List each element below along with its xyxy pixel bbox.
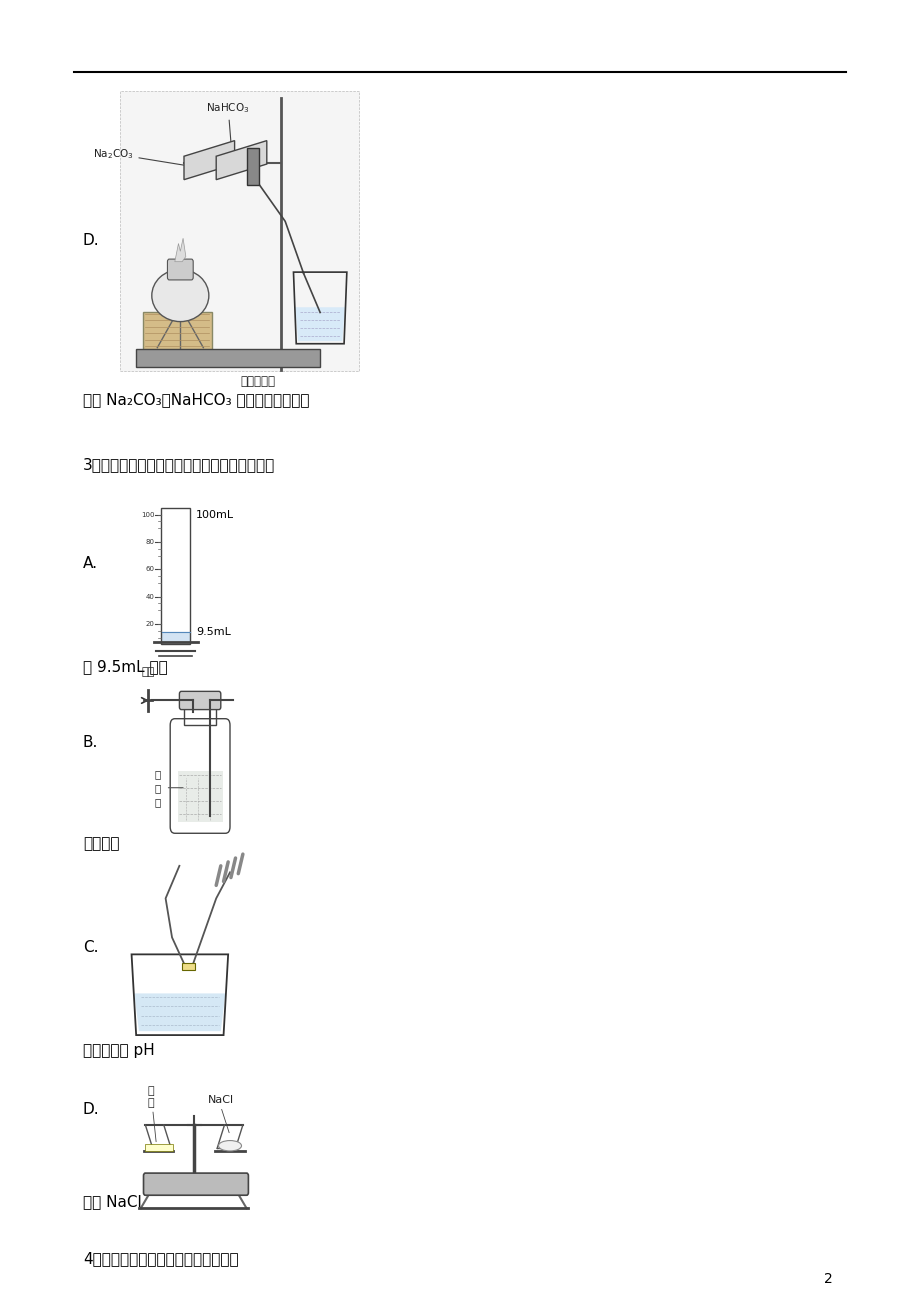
FancyBboxPatch shape <box>182 963 195 970</box>
Text: 100mL: 100mL <box>196 509 233 519</box>
Polygon shape <box>216 141 267 180</box>
Ellipse shape <box>152 270 209 322</box>
FancyBboxPatch shape <box>142 312 211 352</box>
FancyBboxPatch shape <box>246 148 259 185</box>
Text: 片: 片 <box>147 1098 154 1108</box>
Text: 2: 2 <box>823 1272 832 1285</box>
FancyBboxPatch shape <box>119 91 358 371</box>
Text: 干燥氧气: 干燥氧气 <box>83 836 119 852</box>
Polygon shape <box>295 307 345 341</box>
Ellipse shape <box>219 1141 242 1151</box>
Text: 100: 100 <box>141 512 154 518</box>
Text: NaHCO$_3$: NaHCO$_3$ <box>206 100 250 151</box>
Text: 3．下列图示的实验操作中，正确的是（　　）: 3．下列图示的实验操作中，正确的是（ ） <box>83 457 275 473</box>
Text: 进气: 进气 <box>142 667 154 677</box>
Text: 9.5mL: 9.5mL <box>196 626 231 637</box>
Polygon shape <box>184 141 234 180</box>
Text: 4．下列说法中，不正确的是（　　）: 4．下列说法中，不正确的是（ ） <box>83 1251 238 1267</box>
Text: 60: 60 <box>145 566 154 573</box>
Text: C.: C. <box>83 940 98 956</box>
Text: 量 9.5mL 液体: 量 9.5mL 液体 <box>83 659 167 674</box>
Text: 澄清石灰水: 澄清石灰水 <box>240 375 275 388</box>
Polygon shape <box>175 238 186 262</box>
Text: 20: 20 <box>145 621 154 628</box>
Text: 纸: 纸 <box>147 1086 154 1096</box>
FancyBboxPatch shape <box>143 1173 248 1195</box>
FancyBboxPatch shape <box>136 349 320 367</box>
Text: 测定溶液的 pH: 测定溶液的 pH <box>83 1043 154 1059</box>
Text: B.: B. <box>83 734 98 750</box>
FancyBboxPatch shape <box>177 771 222 822</box>
Text: Na$_2$CO$_3$: Na$_2$CO$_3$ <box>93 147 190 167</box>
Text: D.: D. <box>83 233 99 249</box>
FancyBboxPatch shape <box>167 259 193 280</box>
Text: NaCl: NaCl <box>208 1095 233 1105</box>
Text: D.: D. <box>83 1101 99 1117</box>
Text: 40: 40 <box>145 594 154 600</box>
FancyBboxPatch shape <box>145 1144 173 1151</box>
Polygon shape <box>134 993 225 1031</box>
Text: A.: A. <box>83 556 97 572</box>
Text: 浓
硫
酸: 浓 硫 酸 <box>154 768 161 807</box>
Text: 80: 80 <box>145 539 154 546</box>
Text: 称量 NaCl: 称量 NaCl <box>83 1194 142 1210</box>
Text: 比较 Na₂CO₃、NaHCO₃ 的热稳定性的大小: 比较 Na₂CO₃、NaHCO₃ 的热稳定性的大小 <box>83 392 309 408</box>
FancyBboxPatch shape <box>179 691 221 710</box>
